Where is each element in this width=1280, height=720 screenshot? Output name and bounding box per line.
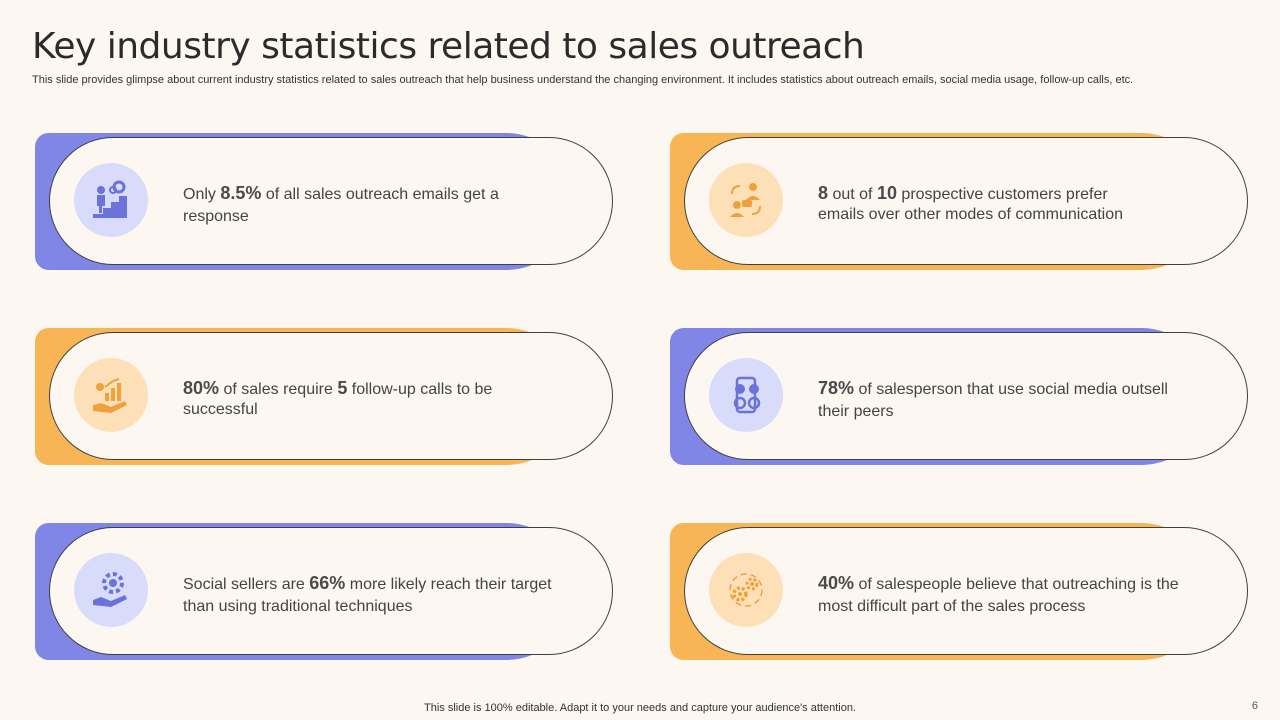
stat-text: 8 out of 10 prospective customers prefer… — [818, 183, 1124, 223]
stat-text: 78% of salesperson that use social media… — [818, 378, 1168, 420]
stair-climb-icon — [74, 163, 148, 237]
stat-highlight: 78% — [818, 378, 855, 398]
footer-note: This slide is 100% editable. Adapt it to… — [424, 702, 856, 714]
gear-cycle-icon — [709, 553, 783, 627]
stat-card-outreach-difficulty: 40% of salespeople believe that outreach… — [670, 523, 1250, 663]
page-subtitle: This slide provides glimpse about curren… — [32, 74, 1134, 86]
stat-highlight: 40% — [818, 573, 855, 593]
stat-card-email-preference: 8 out of 10 prospective customers prefer… — [670, 133, 1250, 273]
stat-card-follow-up-calls: 80% of sales require 5 follow-up calls t… — [35, 328, 615, 468]
gear-hand-icon — [74, 553, 148, 627]
stat-highlight: 8 — [818, 183, 829, 203]
stat-highlight: 80% — [183, 378, 220, 398]
social-media-phone-icon — [709, 358, 783, 432]
customer-chat-icon — [709, 163, 783, 237]
stat-text: Only 8.5% of all sales outreach emails g… — [183, 183, 499, 225]
stat-card-social-media: 78% of salesperson that use social media… — [670, 328, 1250, 468]
page-number: 6 — [1251, 700, 1258, 712]
page-title: Key industry statistics related to sales… — [32, 26, 865, 67]
stat-text: Social sellers are 66% more likely reach… — [183, 573, 552, 615]
stat-text: 80% of sales require 5 follow-up calls t… — [183, 378, 493, 418]
stat-highlight: 8.5% — [220, 183, 262, 203]
stat-card-social-sellers: Social sellers are 66% more likely reach… — [35, 523, 615, 663]
stat-card-email-response: Only 8.5% of all sales outreach emails g… — [35, 133, 615, 273]
stat-text: 40% of salespeople believe that outreach… — [818, 573, 1179, 615]
stat-highlight: 66% — [309, 573, 346, 593]
growth-hand-icon — [74, 358, 148, 432]
